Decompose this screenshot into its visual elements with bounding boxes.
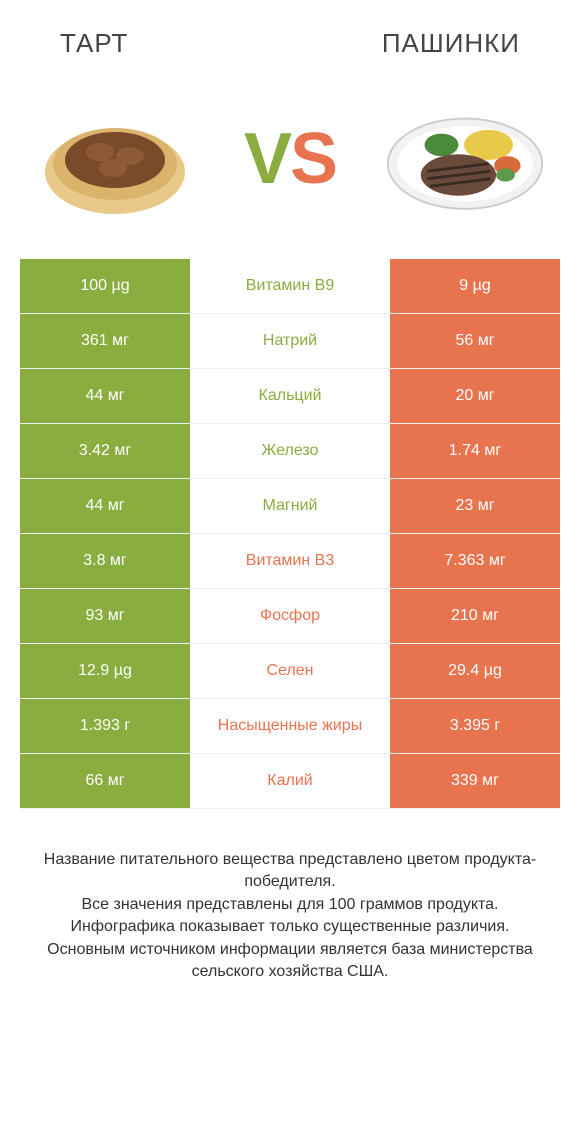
vs-v: V	[244, 119, 290, 199]
cell-right-value: 9 µg	[390, 259, 560, 313]
cell-nutrient-name: Витамин B9	[190, 259, 390, 313]
table-row: 44 мгКальций20 мг	[20, 369, 560, 424]
cell-nutrient-name: Кальций	[190, 369, 390, 423]
table-row: 3.8 мгВитамин B37.363 мг	[20, 534, 560, 589]
table-row: 93 мгФосфор210 мг	[20, 589, 560, 644]
cell-right-value: 20 мг	[390, 369, 560, 423]
hero: VS	[0, 79, 580, 259]
cell-nutrient-name: Селен	[190, 644, 390, 698]
table-row: 100 µgВитамин B99 µg	[20, 259, 560, 314]
title-right: ПАШИНКИ	[382, 28, 520, 59]
footer-line: Все значения представлены для 100 граммо…	[30, 894, 550, 916]
cell-right-value: 3.395 г	[390, 699, 560, 753]
cell-nutrient-name: Фосфор	[190, 589, 390, 643]
cell-nutrient-name: Магний	[190, 479, 390, 533]
cell-right-value: 339 мг	[390, 754, 560, 808]
cell-left-value: 12.9 µg	[20, 644, 190, 698]
cell-left-value: 44 мг	[20, 479, 190, 533]
cell-right-value: 210 мг	[390, 589, 560, 643]
cell-right-value: 7.363 мг	[390, 534, 560, 588]
vs-label: VS	[244, 118, 336, 200]
footer-line: Основным источником информации является …	[30, 939, 550, 984]
cell-left-value: 3.8 мг	[20, 534, 190, 588]
table-row: 3.42 мгЖелезо1.74 мг	[20, 424, 560, 479]
cell-left-value: 44 мг	[20, 369, 190, 423]
cell-left-value: 361 мг	[20, 314, 190, 368]
cell-right-value: 56 мг	[390, 314, 560, 368]
footer-line: Название питательного вещества представл…	[30, 849, 550, 894]
table-row: 12.9 µgСелен29.4 µg	[20, 644, 560, 699]
footer-line: Инфографика показывает только существенн…	[30, 916, 550, 938]
steak-plate-icon	[385, 94, 545, 224]
cell-right-value: 29.4 µg	[390, 644, 560, 698]
title-left: ТАРТ	[60, 28, 128, 59]
cell-left-value: 100 µg	[20, 259, 190, 313]
cell-nutrient-name: Железо	[190, 424, 390, 478]
cell-nutrient-name: Натрий	[190, 314, 390, 368]
cell-right-value: 1.74 мг	[390, 424, 560, 478]
cell-left-value: 93 мг	[20, 589, 190, 643]
cell-left-value: 3.42 мг	[20, 424, 190, 478]
cell-left-value: 66 мг	[20, 754, 190, 808]
table-row: 361 мгНатрий56 мг	[20, 314, 560, 369]
footer-note: Название питательного вещества представл…	[0, 809, 580, 983]
tart-icon	[35, 94, 195, 224]
food-image-right	[380, 89, 550, 229]
cell-nutrient-name: Насыщенные жиры	[190, 699, 390, 753]
header: ТАРТ ПАШИНКИ	[0, 0, 580, 79]
table-row: 66 мгКалий339 мг	[20, 754, 560, 809]
cell-right-value: 23 мг	[390, 479, 560, 533]
cell-nutrient-name: Витамин B3	[190, 534, 390, 588]
table-row: 1.393 гНасыщенные жиры3.395 г	[20, 699, 560, 754]
table-row: 44 мгМагний23 мг	[20, 479, 560, 534]
nutrition-table: 100 µgВитамин B99 µg361 мгНатрий56 мг44 …	[20, 259, 560, 809]
vs-s: S	[290, 119, 336, 199]
cell-nutrient-name: Калий	[190, 754, 390, 808]
cell-left-value: 1.393 г	[20, 699, 190, 753]
food-image-left	[30, 89, 200, 229]
